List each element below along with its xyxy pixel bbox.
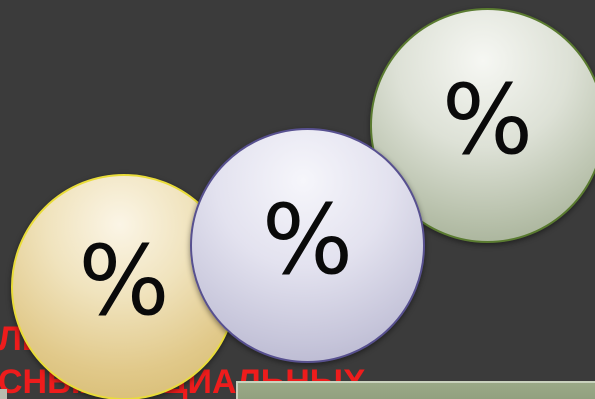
percent-circle-lavender: % — [190, 128, 425, 363]
percent-symbol: % — [442, 72, 533, 168]
percent-symbol: % — [262, 192, 353, 288]
edge-fragment — [0, 389, 7, 399]
percent-symbol: % — [78, 233, 169, 329]
content-box — [236, 381, 595, 399]
